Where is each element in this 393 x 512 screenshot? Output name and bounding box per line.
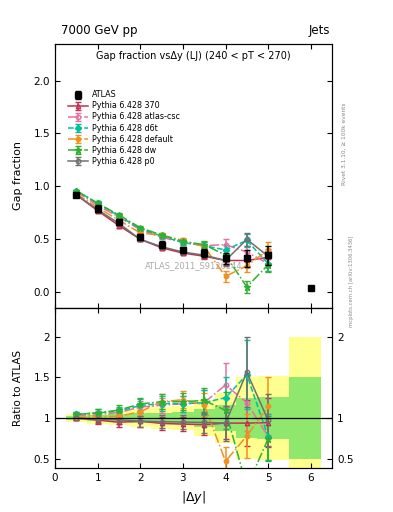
Text: ATLAS_2011_S9126244: ATLAS_2011_S9126244 [145,261,242,270]
Text: 7000 GeV pp: 7000 GeV pp [61,24,138,37]
Text: Jets: Jets [309,24,330,37]
Text: Gap fraction vsΔy (LJ) (240 < pT < 270): Gap fraction vsΔy (LJ) (240 < pT < 270) [96,52,291,61]
X-axis label: $|\Delta y|$: $|\Delta y|$ [181,489,206,506]
Y-axis label: Ratio to ATLAS: Ratio to ATLAS [13,350,23,426]
Legend: ATLAS, Pythia 6.428 370, Pythia 6.428 atlas-csc, Pythia 6.428 d6t, Pythia 6.428 : ATLAS, Pythia 6.428 370, Pythia 6.428 at… [64,87,183,169]
Text: Rivet 3.1.10, ≥ 100k events: Rivet 3.1.10, ≥ 100k events [342,102,346,185]
Text: mcplots.cern.ch [arXiv:1306.3436]: mcplots.cern.ch [arXiv:1306.3436] [349,236,354,327]
Y-axis label: Gap fraction: Gap fraction [13,141,23,210]
